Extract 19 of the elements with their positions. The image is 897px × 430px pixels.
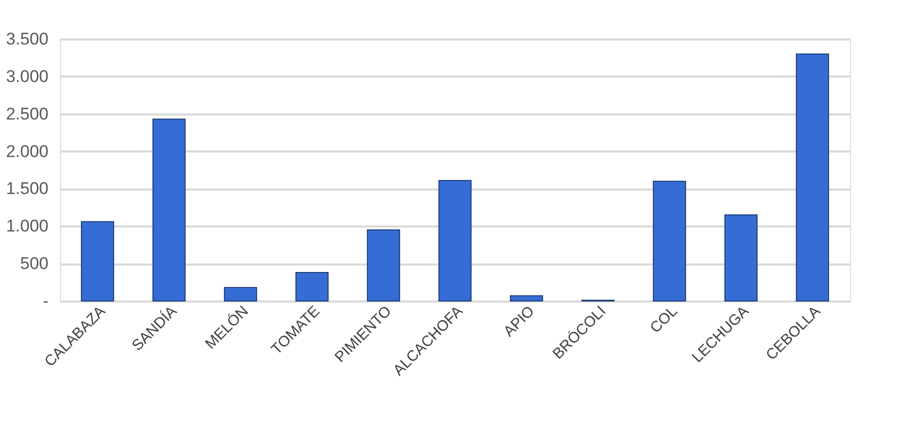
bar [652, 180, 686, 302]
bar [510, 295, 544, 302]
y-tick-label: 500 [20, 254, 48, 274]
bar [366, 229, 400, 302]
y-tick-label: 2.000 [6, 142, 48, 161]
y-tick-label: 2.500 [6, 104, 48, 124]
x-tick-label: COL [646, 302, 681, 337]
bar [80, 221, 114, 302]
bar [724, 214, 758, 302]
y-tick-label: 3.500 [6, 30, 48, 48]
bar [438, 180, 472, 302]
y-tick-label: 1.500 [6, 179, 48, 198]
bar [295, 272, 329, 302]
y-tick-label: - [42, 292, 48, 310]
bar [152, 118, 186, 302]
y-tick-label: 1.000 [6, 216, 48, 236]
bar [224, 287, 258, 302]
y-tick-label: 3.000 [6, 66, 48, 86]
bar [796, 53, 830, 302]
